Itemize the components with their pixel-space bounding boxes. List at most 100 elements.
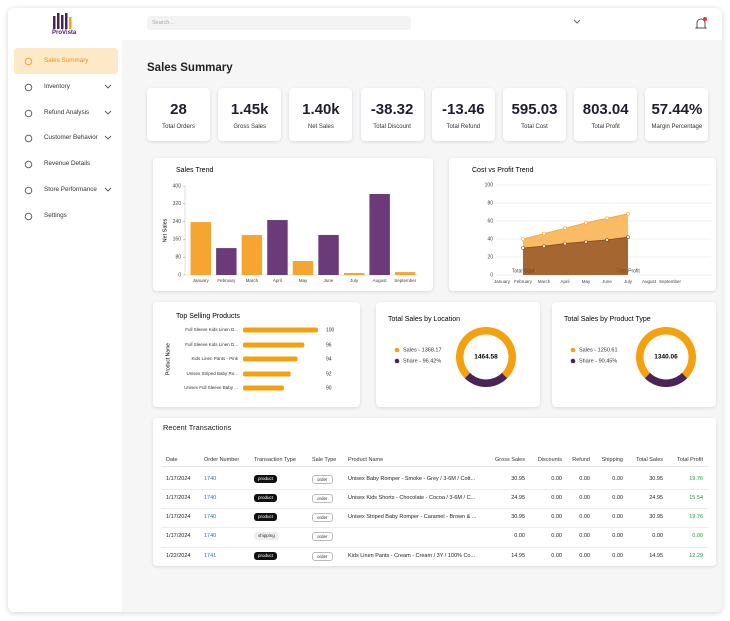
menu-label: Revenue Details — [44, 160, 91, 168]
menu-icon — [24, 57, 33, 66]
y-tick-label: 40 — [487, 236, 493, 242]
column-header: Date — [166, 457, 178, 463]
x-tick-label: March — [538, 279, 551, 284]
donut-segment — [644, 372, 688, 387]
row-rule — [161, 508, 708, 509]
menu-item[interactable]: Inventory — [14, 74, 118, 100]
type-badge: product — [254, 512, 278, 521]
table-cell: 0.00 — [612, 533, 623, 539]
table-cell: Unisex Kids Shorts - Chocolate - Cocoa /… — [348, 495, 476, 501]
dropdown-chevron[interactable] — [572, 18, 582, 26]
chart-card: Sales Trend Net Sales 0 80 160 240 320 400 Janua… — [153, 158, 433, 291]
table-cell: 0.00 — [612, 476, 623, 482]
x-tick-label: July — [350, 278, 359, 283]
y-axis-label: Net Sales — [162, 218, 168, 242]
column-header: Total Profit — [677, 457, 703, 463]
table-cell: 1/17/2024 — [166, 476, 191, 482]
kpi-label: Net Sales — [307, 124, 334, 130]
value-label: 100 — [326, 327, 335, 333]
legend-label: Share - 96.42% — [403, 358, 441, 364]
table-cell: 30.95 — [649, 514, 663, 520]
column-header: Product Name — [348, 457, 384, 463]
donut-segment — [464, 372, 508, 387]
value-label: 96 — [326, 342, 332, 348]
table-cell: 14.95 — [511, 553, 525, 559]
bar — [395, 272, 416, 275]
menu-icon — [24, 212, 33, 220]
icon-shape — [24, 109, 33, 117]
search-box[interactable]: Search... — [147, 16, 411, 30]
data-point — [521, 237, 525, 241]
kpi-value: 1.45k — [230, 101, 269, 118]
chart-card: Total Sales by Product Type Sales - 1250.… — [552, 302, 716, 407]
icon-shape — [24, 135, 33, 143]
table-cell: 1741 — [204, 553, 217, 559]
table-cell: 1740 — [204, 514, 217, 520]
table-cell: 0.00 — [612, 553, 623, 559]
y-tick-label: 400 — [173, 183, 182, 189]
table-cell: 1/17/2024 — [166, 514, 191, 520]
kpi-label: Total Discount — [373, 124, 411, 130]
sale-badge: order — [312, 474, 333, 484]
legend-swatch — [394, 347, 400, 353]
menu-icon — [24, 160, 33, 169]
x-tick-label: September — [659, 279, 682, 284]
bar — [343, 272, 365, 275]
dashboard: ProVista Sales Summary Inventory Refund Ana… — [8, 8, 722, 612]
menu-item[interactable]: Settings — [14, 203, 118, 229]
notification-bell[interactable] — [694, 16, 708, 32]
table-cell: 30.95 — [511, 476, 525, 482]
table-cell: 24.95 — [511, 495, 525, 501]
table-cell: 0.00 — [551, 533, 562, 539]
chart-card: Cost vs Profit Trend 0 20 40 60 80 100 January F… — [449, 158, 716, 291]
header-rule — [161, 466, 708, 467]
menu-item[interactable]: Customer Behavior — [14, 125, 118, 151]
table-cell: Kids Linen Pants - Cream - Cream / 3Y / … — [348, 553, 476, 559]
menu-item[interactable]: Store Performance — [14, 177, 118, 203]
area-fill — [523, 237, 628, 275]
data-point — [626, 211, 630, 216]
column-header: Transaction Type — [254, 457, 296, 463]
y-tick-label: 320 — [173, 201, 182, 207]
y-tick-label: 80 — [487, 200, 493, 206]
menu-item[interactable]: Sales Summary — [14, 48, 118, 74]
kpi-value: 595.03 — [511, 101, 558, 118]
y-tick-label: 80 — [175, 255, 181, 261]
menu-item[interactable]: Refund Analysis — [14, 100, 118, 126]
menu-label: Customer Behavior — [44, 134, 98, 142]
kpi-value: 1.40k — [302, 101, 340, 118]
chart: Total Sales by Location Sales - 1368.17 Sh… — [388, 316, 516, 387]
bar — [243, 342, 305, 348]
kpi-card: 28 Total Orders — [147, 88, 210, 141]
row-rule — [161, 527, 708, 528]
y-tick-label: Unisex Striped Baby Ro... — [186, 371, 238, 376]
table-cell: 0.00 — [652, 533, 663, 539]
table-cell: 0.00 — [579, 553, 590, 559]
table-cell: 1740 — [204, 533, 217, 539]
chart-title: Top Selling Products — [176, 313, 240, 320]
search-placeholder: Search... — [152, 19, 175, 26]
main-content: Sales Summary 28 Total Orders 1.45k Gross Sa… — [122, 40, 722, 612]
center-label: 1340.06 — [654, 354, 678, 361]
kpi-value: 28 — [170, 101, 187, 118]
table-cell: 1/17/2024 — [166, 495, 191, 501]
legend-swatch — [570, 347, 576, 353]
y-tick-label: 100 — [485, 182, 494, 188]
chart-card: Total Sales by Location Sales - 1368.17 Sh… — [376, 302, 540, 407]
kpi-label: Margin Percentage — [651, 124, 703, 130]
top-bar: Search... — [122, 8, 722, 40]
table-cell: 15.54 — [689, 495, 703, 501]
data-point — [542, 231, 546, 236]
x-tick-label: June — [602, 279, 612, 284]
expand-chevron — [104, 187, 112, 192]
x-tick-label: February — [514, 279, 533, 284]
table-cell: 12.29 — [689, 553, 703, 559]
sale-badge: order — [312, 531, 333, 541]
menu-icon — [24, 109, 33, 117]
y-tick-label: Full Sleeve Kids Linen D... — [185, 327, 238, 332]
table-cell: 19.76 — [689, 476, 703, 482]
series-label: Total Cost — [512, 268, 535, 274]
column-header: Sale Type — [312, 457, 337, 463]
menu-item[interactable]: Revenue Details — [14, 151, 118, 177]
chart: Sales Trend Net Sales 0 80 160 240 320 400 Janua… — [162, 167, 418, 283]
